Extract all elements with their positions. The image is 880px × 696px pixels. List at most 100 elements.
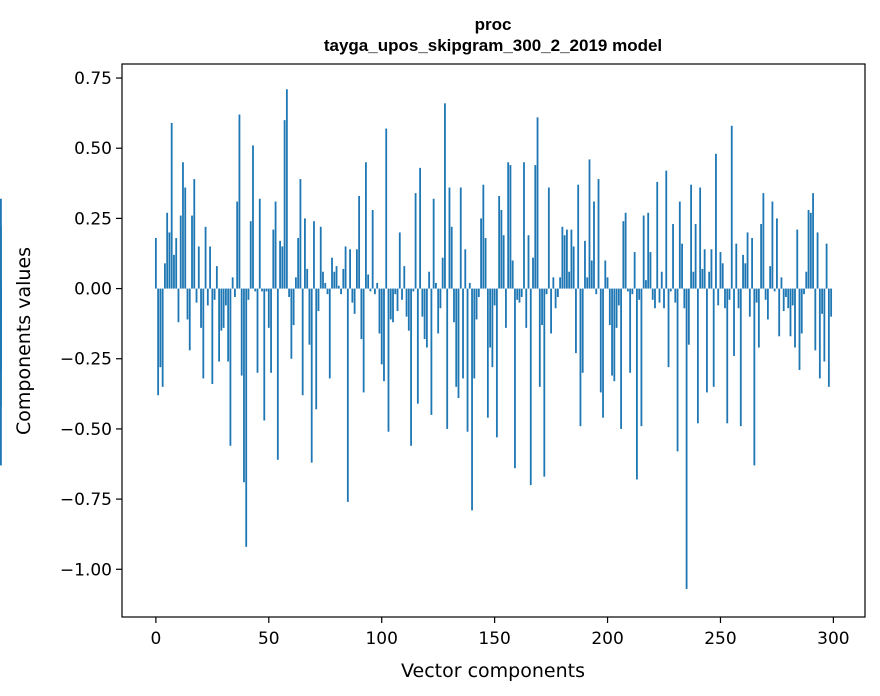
bar-115	[414, 193, 417, 289]
bar-137	[464, 249, 467, 289]
bar-112	[407, 288, 410, 331]
bar-275	[776, 218, 778, 289]
bar-276	[778, 288, 781, 337]
bar-190	[584, 240, 586, 289]
bar-63	[297, 238, 300, 289]
bar-283	[794, 288, 796, 348]
bar-44	[254, 288, 257, 292]
bar-202	[611, 288, 613, 376]
bar-212	[633, 252, 636, 289]
bar-199	[604, 260, 607, 289]
bar-262	[746, 232, 749, 289]
bar-181	[563, 235, 566, 289]
bar-119	[423, 288, 426, 340]
bar-34	[231, 277, 234, 289]
bar-272	[769, 266, 772, 289]
bar-8	[173, 254, 175, 289]
bar-117	[419, 167, 422, 289]
bar-278	[782, 288, 785, 312]
bar-105	[392, 288, 394, 323]
bar-177	[554, 288, 557, 309]
bar-118	[421, 288, 424, 317]
bar-31	[224, 288, 227, 306]
bar-261	[744, 263, 747, 289]
bar-233	[681, 243, 683, 289]
bar-250	[719, 252, 722, 289]
bar-235	[685, 288, 688, 589]
bar-208	[624, 212, 627, 289]
bar-161	[518, 288, 521, 303]
bar-109	[401, 288, 403, 300]
y-tick-label: 0.25	[74, 209, 112, 229]
bar-189	[581, 288, 584, 373]
bar-88	[353, 288, 356, 314]
bar-7	[170, 122, 173, 289]
bar-73	[319, 226, 322, 289]
bar-209	[626, 288, 629, 292]
bar-56	[281, 246, 284, 289]
bar-9	[175, 238, 178, 289]
bar-268	[760, 224, 763, 289]
chart-title: proc	[475, 15, 512, 34]
bar-196	[597, 179, 600, 289]
y-tick-label: 0.00	[74, 280, 112, 300]
bar-222	[656, 181, 659, 289]
bar-98	[376, 282, 379, 289]
bar-128	[444, 103, 446, 289]
bar-151	[495, 288, 498, 438]
bar-57	[283, 120, 286, 289]
y-tick-label: 0.75	[74, 69, 112, 89]
bar-92	[362, 288, 365, 393]
bar-77	[328, 288, 331, 379]
bar-28	[218, 288, 221, 362]
bar-64	[299, 179, 302, 289]
bar-134	[457, 288, 460, 399]
bar-65	[301, 288, 304, 396]
bar-93	[365, 162, 367, 289]
bar-68	[308, 288, 311, 345]
bar-274	[773, 288, 776, 292]
bar-270	[764, 288, 767, 300]
bar-46	[258, 198, 261, 289]
bar-138	[466, 288, 469, 432]
bar-47	[261, 288, 263, 292]
bar-241	[699, 187, 702, 289]
bar-126	[439, 288, 442, 309]
bar-37	[238, 114, 241, 289]
y-axis-label: Components values	[13, 247, 35, 435]
bar-42	[249, 221, 252, 289]
bar-13	[184, 187, 187, 289]
bar-30	[222, 288, 225, 328]
bar-146	[484, 238, 487, 289]
bar-94	[367, 274, 370, 289]
bar-191	[586, 277, 589, 289]
bar-1	[157, 288, 160, 396]
bar-282	[791, 288, 794, 306]
bar-84	[344, 246, 347, 289]
bar-298	[827, 288, 830, 387]
y-tick-label: −0.50	[60, 420, 112, 440]
bar-22	[204, 226, 207, 289]
chart-subtitle: tayga_upos_skipgram_300_2_2019 model	[324, 36, 662, 55]
bar-91	[360, 288, 363, 340]
bar-38	[240, 288, 243, 376]
bar-103	[387, 288, 390, 432]
bar-41	[247, 288, 250, 300]
bar-83	[342, 268, 345, 289]
y-tick-label: −1.00	[60, 560, 112, 580]
bar-24	[209, 246, 211, 289]
bar-216	[642, 215, 645, 289]
bar-144	[480, 218, 482, 289]
bar-78	[331, 257, 333, 289]
bar-158	[511, 260, 514, 289]
bar-188	[579, 288, 582, 427]
bar-95	[369, 288, 372, 292]
bar-106	[394, 288, 397, 295]
bar-142	[475, 288, 478, 320]
bar-2	[159, 288, 162, 368]
bar-273	[771, 201, 774, 289]
bar-172	[543, 288, 546, 477]
bar-178	[556, 288, 559, 297]
bar-80	[335, 266, 338, 289]
x-tick-label: 50	[258, 629, 280, 649]
